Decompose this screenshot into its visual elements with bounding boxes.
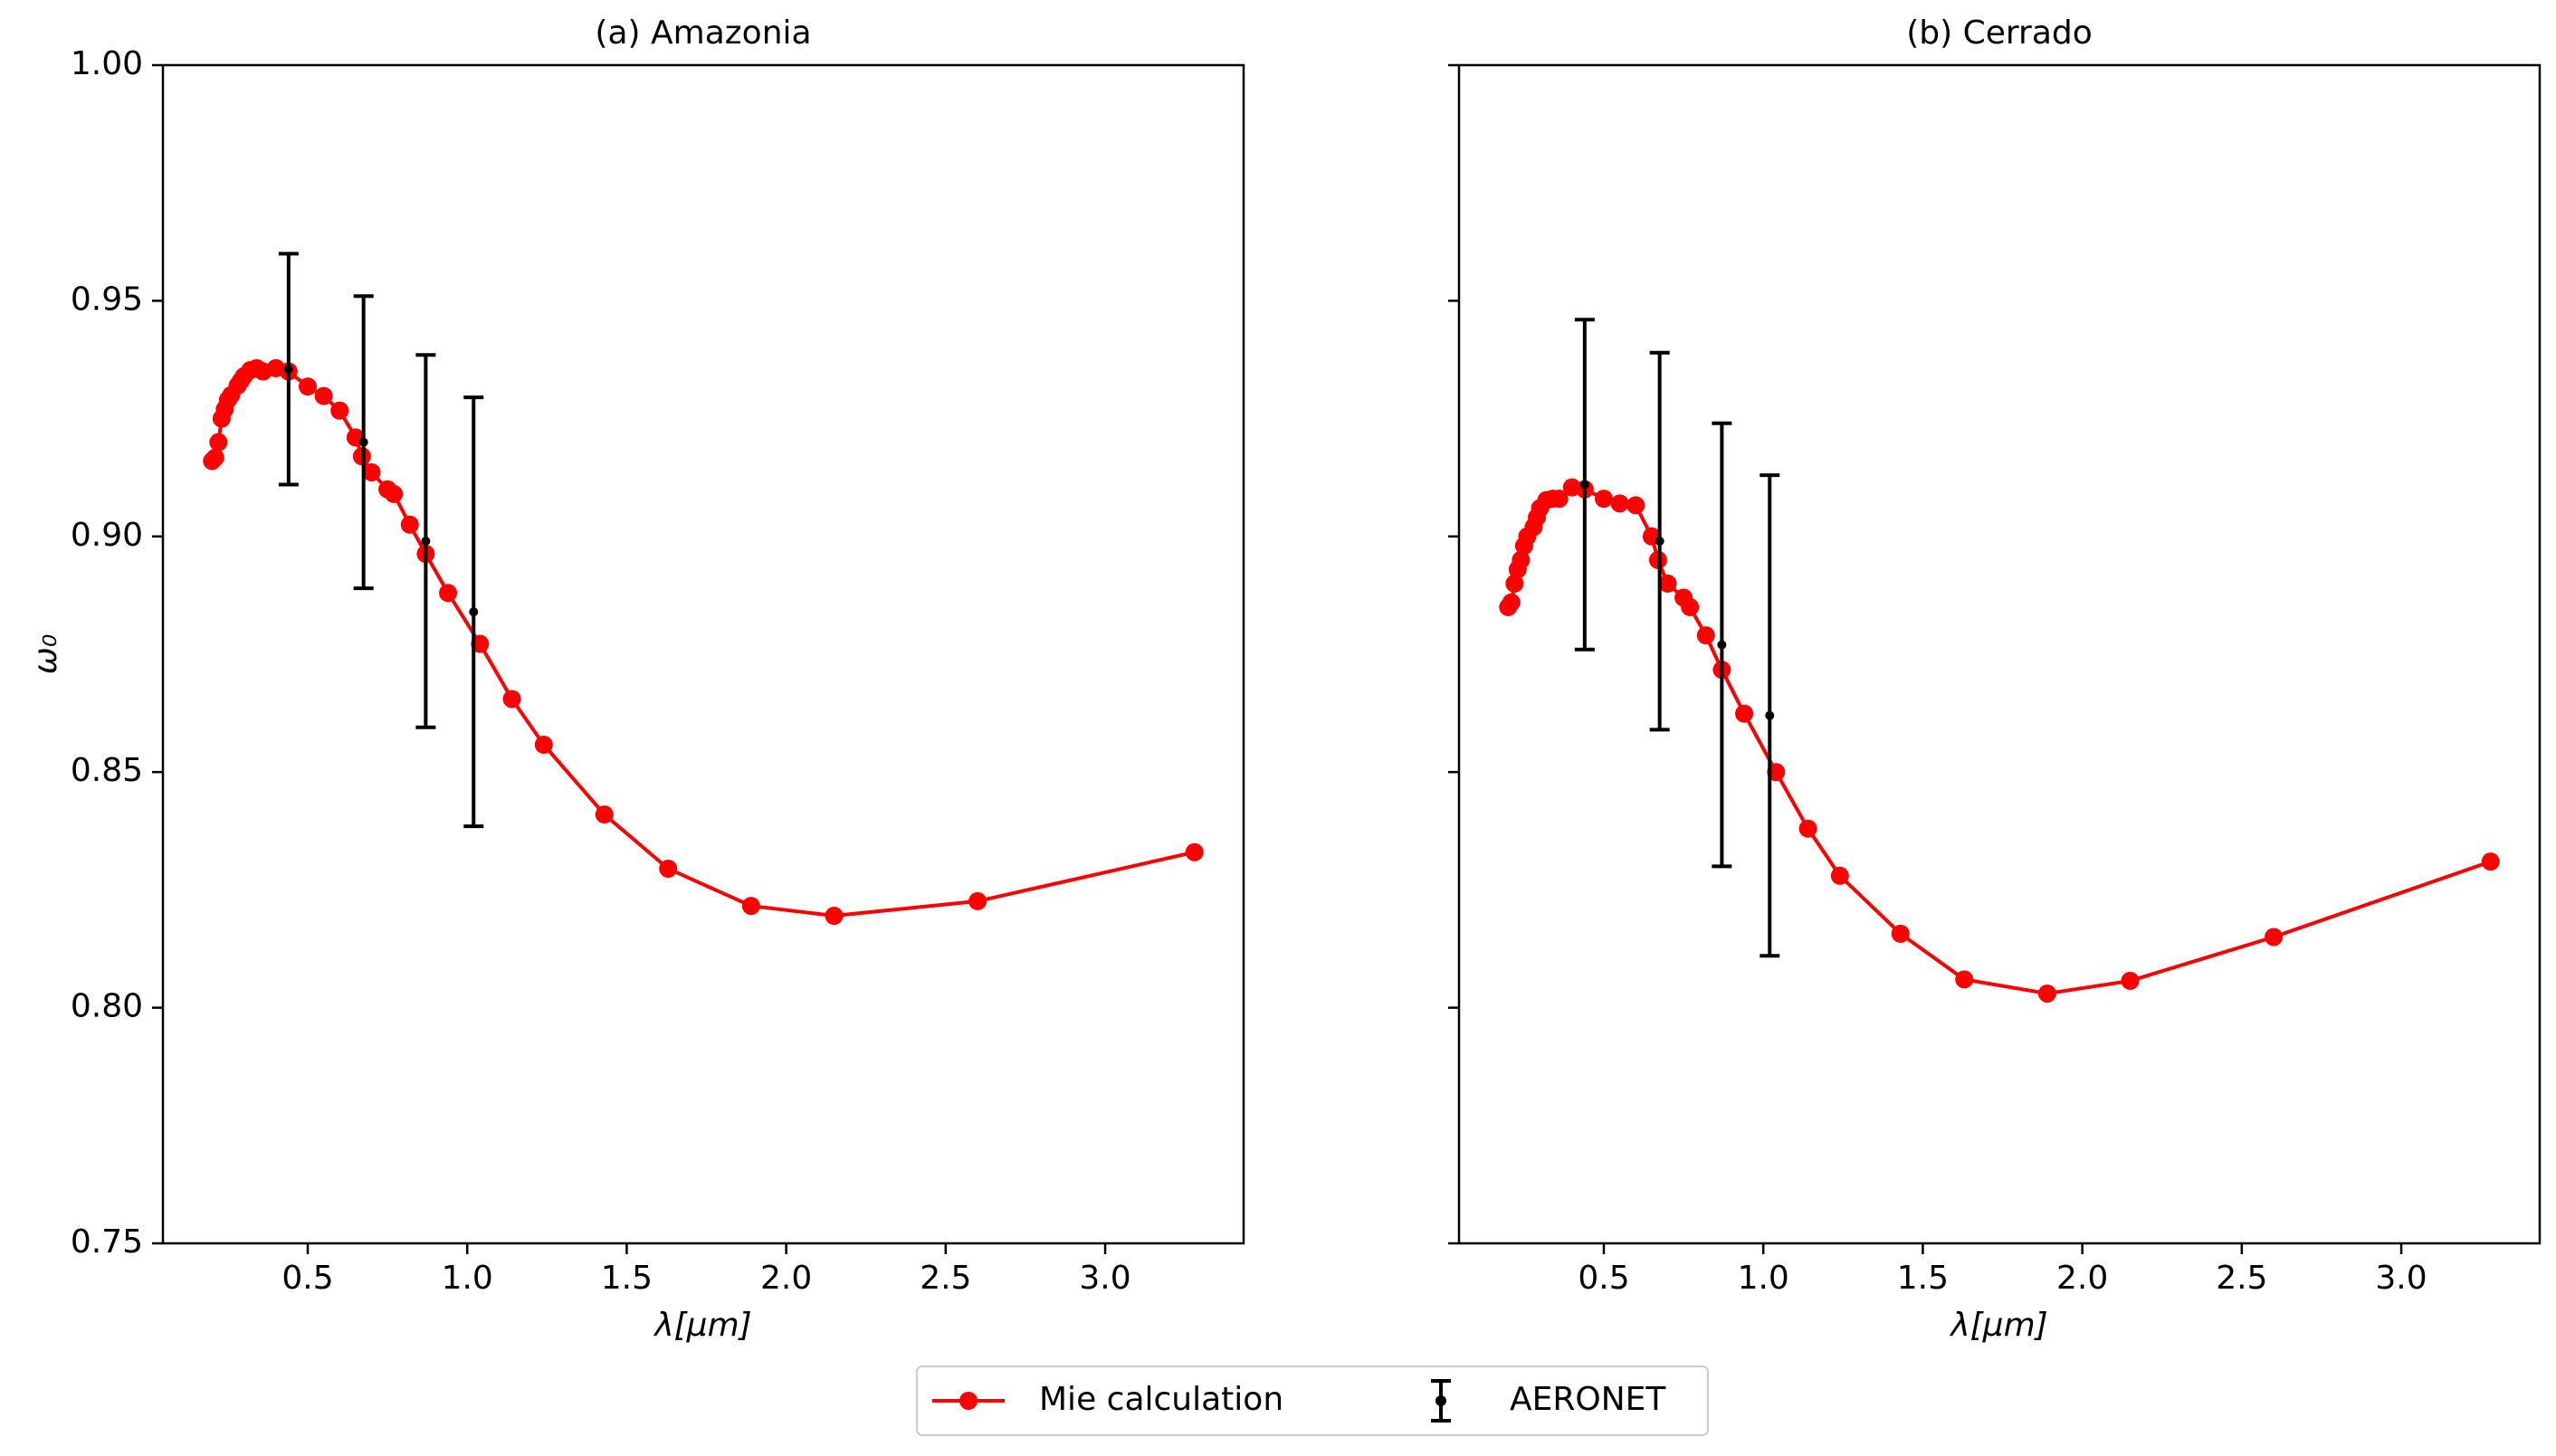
marker	[1610, 494, 1629, 513]
x-tick-label: 1.0	[442, 1260, 493, 1297]
y-axis-label: ω₀	[27, 634, 64, 675]
marker	[2481, 852, 2500, 871]
x-tick-label: 0.5	[1578, 1260, 1629, 1297]
error-bar	[353, 294, 374, 591]
point	[1765, 710, 1775, 720]
y-tick-label: 0.75	[71, 1223, 143, 1261]
marker	[298, 377, 317, 396]
marker	[1512, 550, 1531, 569]
x-tick-label: 2.5	[2216, 1260, 2267, 1297]
x-tick-label: 3.0	[1079, 1260, 1130, 1297]
marker	[1594, 490, 1613, 509]
error-bar	[463, 395, 484, 829]
legend-label: Mie calculation	[1039, 1381, 1283, 1418]
y-tick-label: 0.80	[71, 988, 143, 1025]
axes-frame	[1457, 63, 2542, 1245]
marker	[1681, 597, 1700, 616]
marker	[1696, 626, 1715, 645]
legend-label: AERONET	[1510, 1381, 1666, 1418]
x-tick-label: 0.5	[281, 1260, 333, 1297]
x-tick-label: 2.0	[2056, 1260, 2108, 1297]
chart-title: (b) Cerrado	[1906, 14, 2093, 52]
y-tick-label: 0.85	[71, 752, 143, 789]
marker	[1658, 574, 1677, 593]
x-tick-label: 1.5	[1897, 1260, 1949, 1297]
x-tick-label: 3.0	[2375, 1260, 2427, 1297]
marker	[1830, 866, 1849, 885]
legend-box	[916, 1366, 1709, 1436]
error-bar	[1760, 473, 1780, 958]
marker	[205, 448, 224, 467]
error-bar	[1649, 350, 1670, 732]
marker	[314, 386, 333, 405]
y-tick-label: 1.00	[71, 45, 143, 82]
marker	[1502, 593, 1521, 612]
marker	[1891, 924, 1910, 943]
error-bar	[415, 353, 436, 729]
legend-swatch-marker	[1435, 1395, 1446, 1406]
point	[1655, 537, 1664, 547]
marker	[659, 859, 678, 878]
marker	[1735, 704, 1754, 723]
marker	[362, 462, 381, 481]
x-axis-label: λ[μm]	[653, 1307, 751, 1344]
marker	[825, 907, 844, 926]
marker	[595, 805, 614, 824]
point	[421, 537, 431, 547]
marker	[2037, 984, 2056, 1003]
point	[283, 364, 293, 374]
x-tick-label: 2.0	[760, 1260, 812, 1297]
marker	[330, 401, 349, 420]
x-tick-label: 1.0	[1738, 1260, 1789, 1297]
marker	[502, 690, 521, 709]
y-tick-label: 0.95	[71, 281, 143, 318]
legend-swatch-marker	[959, 1392, 978, 1410]
x-tick-label: 1.5	[601, 1260, 653, 1297]
marker	[209, 433, 228, 452]
y-tick-label: 0.90	[71, 517, 143, 554]
x-tick-label: 2.5	[920, 1260, 971, 1297]
point	[469, 607, 479, 617]
error-bar	[1574, 318, 1595, 652]
marker	[1550, 490, 1569, 509]
error-bar	[1712, 421, 1732, 869]
point	[1579, 480, 1589, 490]
marker	[439, 584, 458, 603]
marker	[1626, 496, 1645, 515]
marker	[385, 484, 404, 503]
marker	[1185, 842, 1204, 861]
marker	[2265, 928, 2284, 947]
point	[1717, 640, 1727, 650]
marker	[534, 735, 553, 754]
x-axis-label: λ[μm]	[1949, 1307, 2047, 1344]
marker	[1798, 819, 1817, 838]
marker	[1955, 970, 1974, 989]
axes-frame	[161, 63, 1245, 1245]
chart-title: (a) Amazonia	[595, 14, 811, 52]
marker	[471, 634, 490, 653]
marker	[968, 891, 987, 910]
marker	[400, 515, 419, 534]
marker	[2121, 971, 2140, 990]
marker	[741, 897, 760, 916]
error-bar	[278, 252, 299, 487]
marker	[1767, 763, 1786, 782]
marker	[1505, 574, 1524, 593]
point	[358, 437, 368, 447]
